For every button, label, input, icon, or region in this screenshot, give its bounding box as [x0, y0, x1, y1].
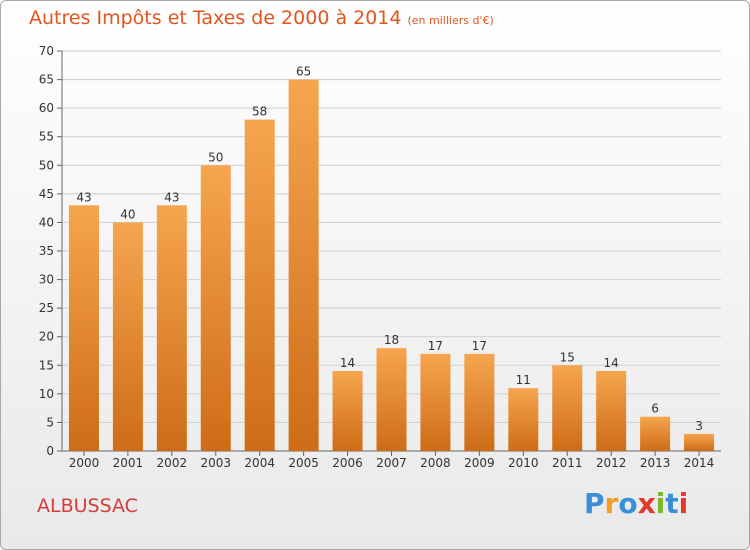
x-tick-label: 2011 [552, 456, 583, 470]
x-tick-label: 2013 [640, 456, 671, 470]
bar [508, 388, 539, 451]
logo-letter: o [618, 487, 638, 520]
data-label: 14 [340, 356, 355, 370]
x-tick-label: 2007 [376, 456, 407, 470]
bar [552, 365, 583, 451]
y-tick-label: 70 [39, 44, 54, 58]
x-tick-label: 2010 [508, 456, 539, 470]
x-tick-label: 2001 [113, 456, 144, 470]
data-label: 58 [252, 105, 267, 119]
y-tick-label: 40 [39, 215, 54, 229]
x-tick-label: 2008 [420, 456, 451, 470]
logo-letter: r [604, 487, 619, 520]
bar [68, 205, 99, 451]
y-tick-label: 65 [39, 73, 54, 87]
bar [464, 353, 495, 451]
logo-letter: P [584, 487, 605, 520]
data-label: 18 [384, 333, 399, 347]
chart-title: Autres Impôts et Taxes de 2000 à 2014 (en… [29, 7, 494, 29]
x-tick-label: 2012 [596, 456, 627, 470]
bars [68, 79, 715, 452]
data-labels: 43 40 43 50 58 65 14 18 17 17 11 15 14 6 3 [76, 65, 703, 433]
bar [420, 353, 451, 451]
y-tick-label: 20 [39, 330, 54, 344]
logo-letter: i [678, 487, 689, 520]
y-tick-label: 10 [39, 387, 54, 401]
bar [376, 348, 407, 451]
data-label: 11 [516, 373, 531, 387]
logo-letter: i [655, 487, 666, 520]
data-label: 17 [428, 339, 443, 353]
y-tick-label: 30 [39, 273, 54, 287]
logo-letter: x [637, 487, 656, 520]
x-tick-label: 2009 [464, 456, 495, 470]
y-tick-label: 25 [39, 301, 54, 315]
data-label: 43 [164, 190, 179, 204]
data-label: 43 [76, 190, 91, 204]
x-tick-label: 2002 [157, 456, 188, 470]
x-tick-label: 2003 [200, 456, 231, 470]
bar [200, 165, 231, 452]
x-tick-label: 2006 [332, 456, 363, 470]
chart-subtitle: (en milliers d'€) [407, 14, 494, 27]
y-tick-label: 5 [46, 415, 54, 429]
logo-letter: t [665, 487, 679, 520]
bar [112, 222, 143, 451]
bar [244, 119, 275, 452]
bar [332, 371, 363, 451]
x-tick-label: 2000 [69, 456, 100, 470]
y-tick-label: 60 [39, 101, 54, 115]
data-label: 40 [120, 207, 135, 221]
bar [596, 371, 627, 451]
bar [288, 79, 319, 452]
place-name: ALBUSSAC [37, 495, 138, 517]
x-tick-label: 2005 [288, 456, 319, 470]
data-label: 6 [651, 402, 659, 416]
bar [640, 416, 671, 451]
y-tick-label: 45 [39, 187, 54, 201]
data-label: 15 [560, 350, 575, 364]
proxiti-logo[interactable]: Proxiti [584, 487, 688, 520]
data-label: 3 [695, 419, 703, 433]
y-tick-label: 55 [39, 130, 54, 144]
data-label: 65 [296, 65, 311, 79]
data-label: 14 [604, 356, 619, 370]
y-tick-label: 50 [39, 158, 54, 172]
bar [684, 433, 715, 451]
y-tick-label: 0 [46, 444, 54, 458]
bar [156, 205, 187, 451]
x-tick-label: 2004 [244, 456, 275, 470]
data-label: 50 [208, 150, 223, 164]
x-tick-label: 2014 [684, 456, 715, 470]
data-label: 17 [472, 339, 487, 353]
y-tick-label: 15 [39, 358, 54, 372]
y-tick-label: 35 [39, 244, 54, 258]
chart-title-text: Autres Impôts et Taxes de 2000 à 2014 [29, 7, 402, 29]
